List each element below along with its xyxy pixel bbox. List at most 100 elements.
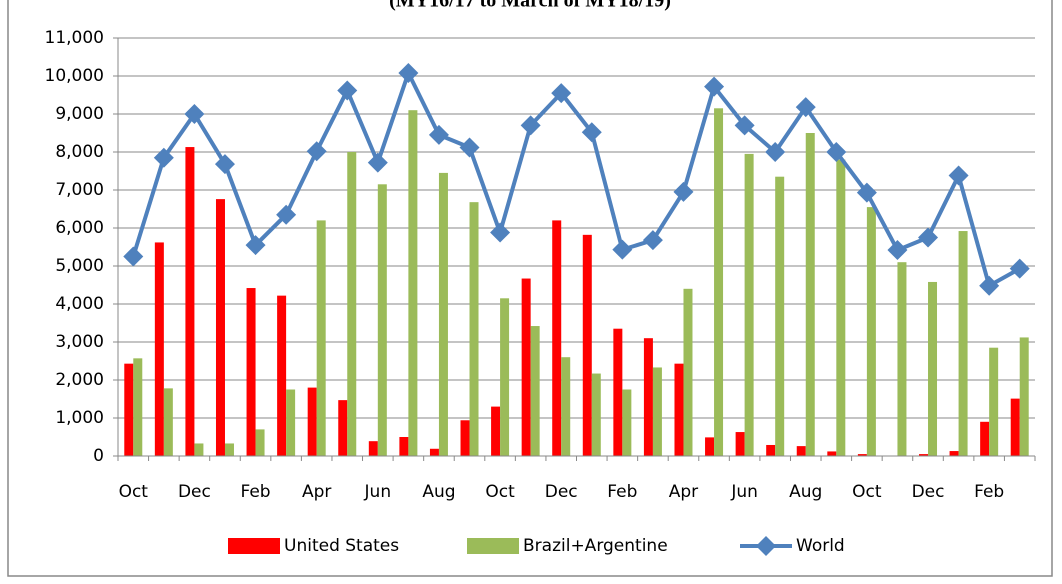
bar	[744, 153, 754, 456]
bar	[836, 159, 846, 456]
marker	[612, 239, 633, 260]
bar	[124, 363, 134, 456]
x-tick-label: Oct	[119, 482, 149, 502]
x-tick-label: Feb	[240, 482, 270, 502]
bar	[246, 288, 256, 456]
bar	[530, 326, 540, 456]
bar	[949, 451, 959, 456]
x-tick-label: Oct	[485, 482, 515, 502]
marker	[276, 204, 297, 225]
marker	[490, 222, 511, 243]
marker	[734, 115, 755, 136]
bar	[277, 295, 287, 456]
bar	[805, 133, 815, 456]
y-tick-label: 5,000	[55, 256, 104, 276]
bar	[399, 437, 409, 456]
x-tick-label: Jun	[364, 482, 392, 502]
x-tick-label: Jun	[730, 482, 758, 502]
x-tick-label: Dec	[545, 482, 578, 502]
marker	[123, 246, 144, 267]
y-tick-label: 3,000	[55, 332, 104, 352]
y-tick-label: 7,000	[55, 180, 104, 200]
bar	[552, 220, 562, 456]
bar	[163, 388, 173, 456]
bar	[1010, 398, 1020, 456]
bar	[185, 147, 195, 456]
y-tick-label: 6,000	[55, 218, 104, 238]
bar	[705, 437, 715, 456]
legend-label: United States	[284, 536, 399, 556]
bar	[307, 387, 317, 456]
x-tick-label: Apr	[302, 482, 331, 502]
y-tick-label: 9,000	[55, 104, 104, 124]
y-tick-label: 4,000	[55, 294, 104, 314]
marker	[306, 141, 327, 162]
bar	[796, 446, 806, 456]
marker	[581, 122, 602, 143]
marker	[887, 240, 908, 261]
legend-label: World	[796, 536, 845, 556]
bar	[919, 454, 929, 456]
bar	[460, 420, 470, 456]
y-tick-label: 8,000	[55, 142, 104, 162]
marker	[520, 115, 541, 136]
x-tick-label: Dec	[912, 482, 945, 502]
y-tick-label: 10,000	[45, 66, 104, 86]
bar	[500, 298, 510, 456]
bar	[591, 373, 601, 456]
bar	[897, 262, 907, 456]
bar	[438, 172, 448, 456]
marker	[1009, 258, 1030, 279]
marker	[948, 165, 969, 186]
x-tick-label: Apr	[669, 482, 698, 502]
y-tick-label: 1,000	[55, 408, 104, 428]
bar	[643, 338, 653, 456]
bar	[674, 363, 684, 456]
marker	[551, 83, 572, 104]
marker	[918, 227, 939, 248]
bar	[154, 242, 164, 456]
y-tick-label: 0	[93, 446, 104, 466]
marker	[765, 142, 786, 162]
bar	[255, 429, 265, 456]
bar	[857, 454, 867, 456]
marker	[673, 181, 694, 202]
bar	[980, 421, 990, 456]
bar	[714, 108, 724, 457]
marker	[367, 152, 388, 173]
bar	[561, 357, 571, 456]
bar	[286, 389, 296, 456]
bar	[368, 441, 378, 456]
bar	[622, 389, 632, 456]
bar	[429, 448, 439, 456]
bar	[338, 400, 348, 456]
legend-swatch	[467, 538, 519, 554]
bar	[989, 347, 999, 456]
bar	[1019, 337, 1029, 456]
marker	[398, 62, 419, 83]
marker	[856, 182, 877, 203]
bar	[491, 406, 501, 456]
bar	[827, 451, 837, 456]
x-tick-label: Dec	[178, 482, 211, 502]
marker	[642, 230, 663, 251]
bar	[775, 176, 785, 456]
chart-border	[7, 0, 1053, 577]
marker	[214, 154, 235, 175]
marker	[337, 80, 358, 101]
x-tick-label: Aug	[422, 482, 455, 502]
bar	[613, 328, 623, 456]
bar	[866, 207, 876, 456]
bar	[521, 278, 531, 456]
x-tick-label: Feb	[974, 482, 1004, 502]
marker	[428, 124, 449, 145]
bar	[408, 110, 418, 456]
x-tick-label: Oct	[852, 482, 882, 502]
y-tick-label: 11,000	[45, 28, 104, 48]
bar	[347, 152, 357, 456]
marker	[704, 76, 725, 97]
x-tick-label: Feb	[607, 482, 637, 502]
bar	[766, 444, 776, 456]
marker	[245, 235, 266, 256]
bar	[469, 202, 479, 456]
